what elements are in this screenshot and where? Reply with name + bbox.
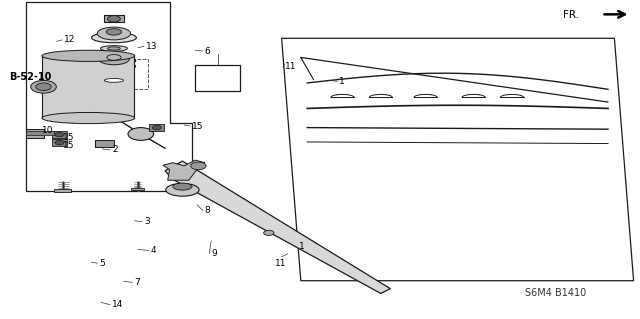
Ellipse shape [108, 47, 120, 50]
Text: 1: 1 [339, 77, 345, 86]
Circle shape [108, 16, 120, 22]
Text: 11: 11 [275, 259, 287, 268]
Bar [42, 56, 134, 118]
Text: FR.: FR. [563, 10, 579, 20]
Text: 15: 15 [63, 141, 74, 150]
Text: 14: 14 [112, 300, 124, 309]
Ellipse shape [104, 78, 124, 82]
Circle shape [36, 83, 51, 91]
Polygon shape [282, 38, 634, 281]
Polygon shape [163, 160, 205, 180]
Circle shape [191, 162, 206, 170]
Ellipse shape [106, 29, 122, 35]
Circle shape [152, 125, 161, 130]
Text: 4: 4 [150, 246, 156, 255]
Ellipse shape [97, 27, 131, 40]
Text: 1: 1 [299, 242, 305, 251]
Circle shape [31, 80, 56, 93]
Text: 11: 11 [285, 63, 296, 71]
Text: 12: 12 [64, 35, 76, 44]
Text: 13: 13 [146, 42, 157, 51]
Text: 7: 7 [134, 278, 140, 287]
Bar [26, 131, 54, 135]
Ellipse shape [92, 33, 136, 43]
Bar [54, 189, 71, 192]
Ellipse shape [166, 183, 199, 196]
Ellipse shape [100, 46, 127, 51]
Circle shape [55, 140, 64, 145]
Bar [149, 124, 164, 131]
Polygon shape [165, 161, 390, 293]
Text: S6M4 B1410: S6M4 B1410 [525, 288, 586, 298]
Ellipse shape [173, 183, 192, 190]
Text: 5: 5 [99, 259, 105, 268]
Text: 3: 3 [144, 217, 150, 226]
Ellipse shape [42, 50, 135, 61]
Text: 2: 2 [112, 145, 118, 154]
Ellipse shape [99, 53, 129, 65]
Text: 10: 10 [42, 126, 53, 135]
Text: 6: 6 [205, 47, 211, 56]
Circle shape [128, 128, 154, 140]
Text: B-52-10: B-52-10 [10, 71, 52, 82]
Bar [52, 139, 67, 146]
Text: 15: 15 [192, 122, 204, 130]
Text: 9: 9 [211, 249, 217, 258]
Bar [72, 59, 148, 89]
Circle shape [264, 230, 274, 235]
Ellipse shape [94, 77, 134, 84]
Ellipse shape [92, 56, 136, 66]
Text: 8: 8 [205, 206, 211, 215]
Circle shape [55, 132, 64, 137]
Ellipse shape [42, 113, 135, 124]
Text: 15: 15 [63, 133, 74, 142]
Bar [131, 188, 144, 190]
Bar [95, 140, 114, 147]
Ellipse shape [92, 62, 136, 70]
Bar [52, 131, 67, 138]
Polygon shape [26, 2, 192, 191]
Bar [104, 15, 124, 22]
Bar [26, 129, 44, 138]
Bar [195, 65, 240, 91]
